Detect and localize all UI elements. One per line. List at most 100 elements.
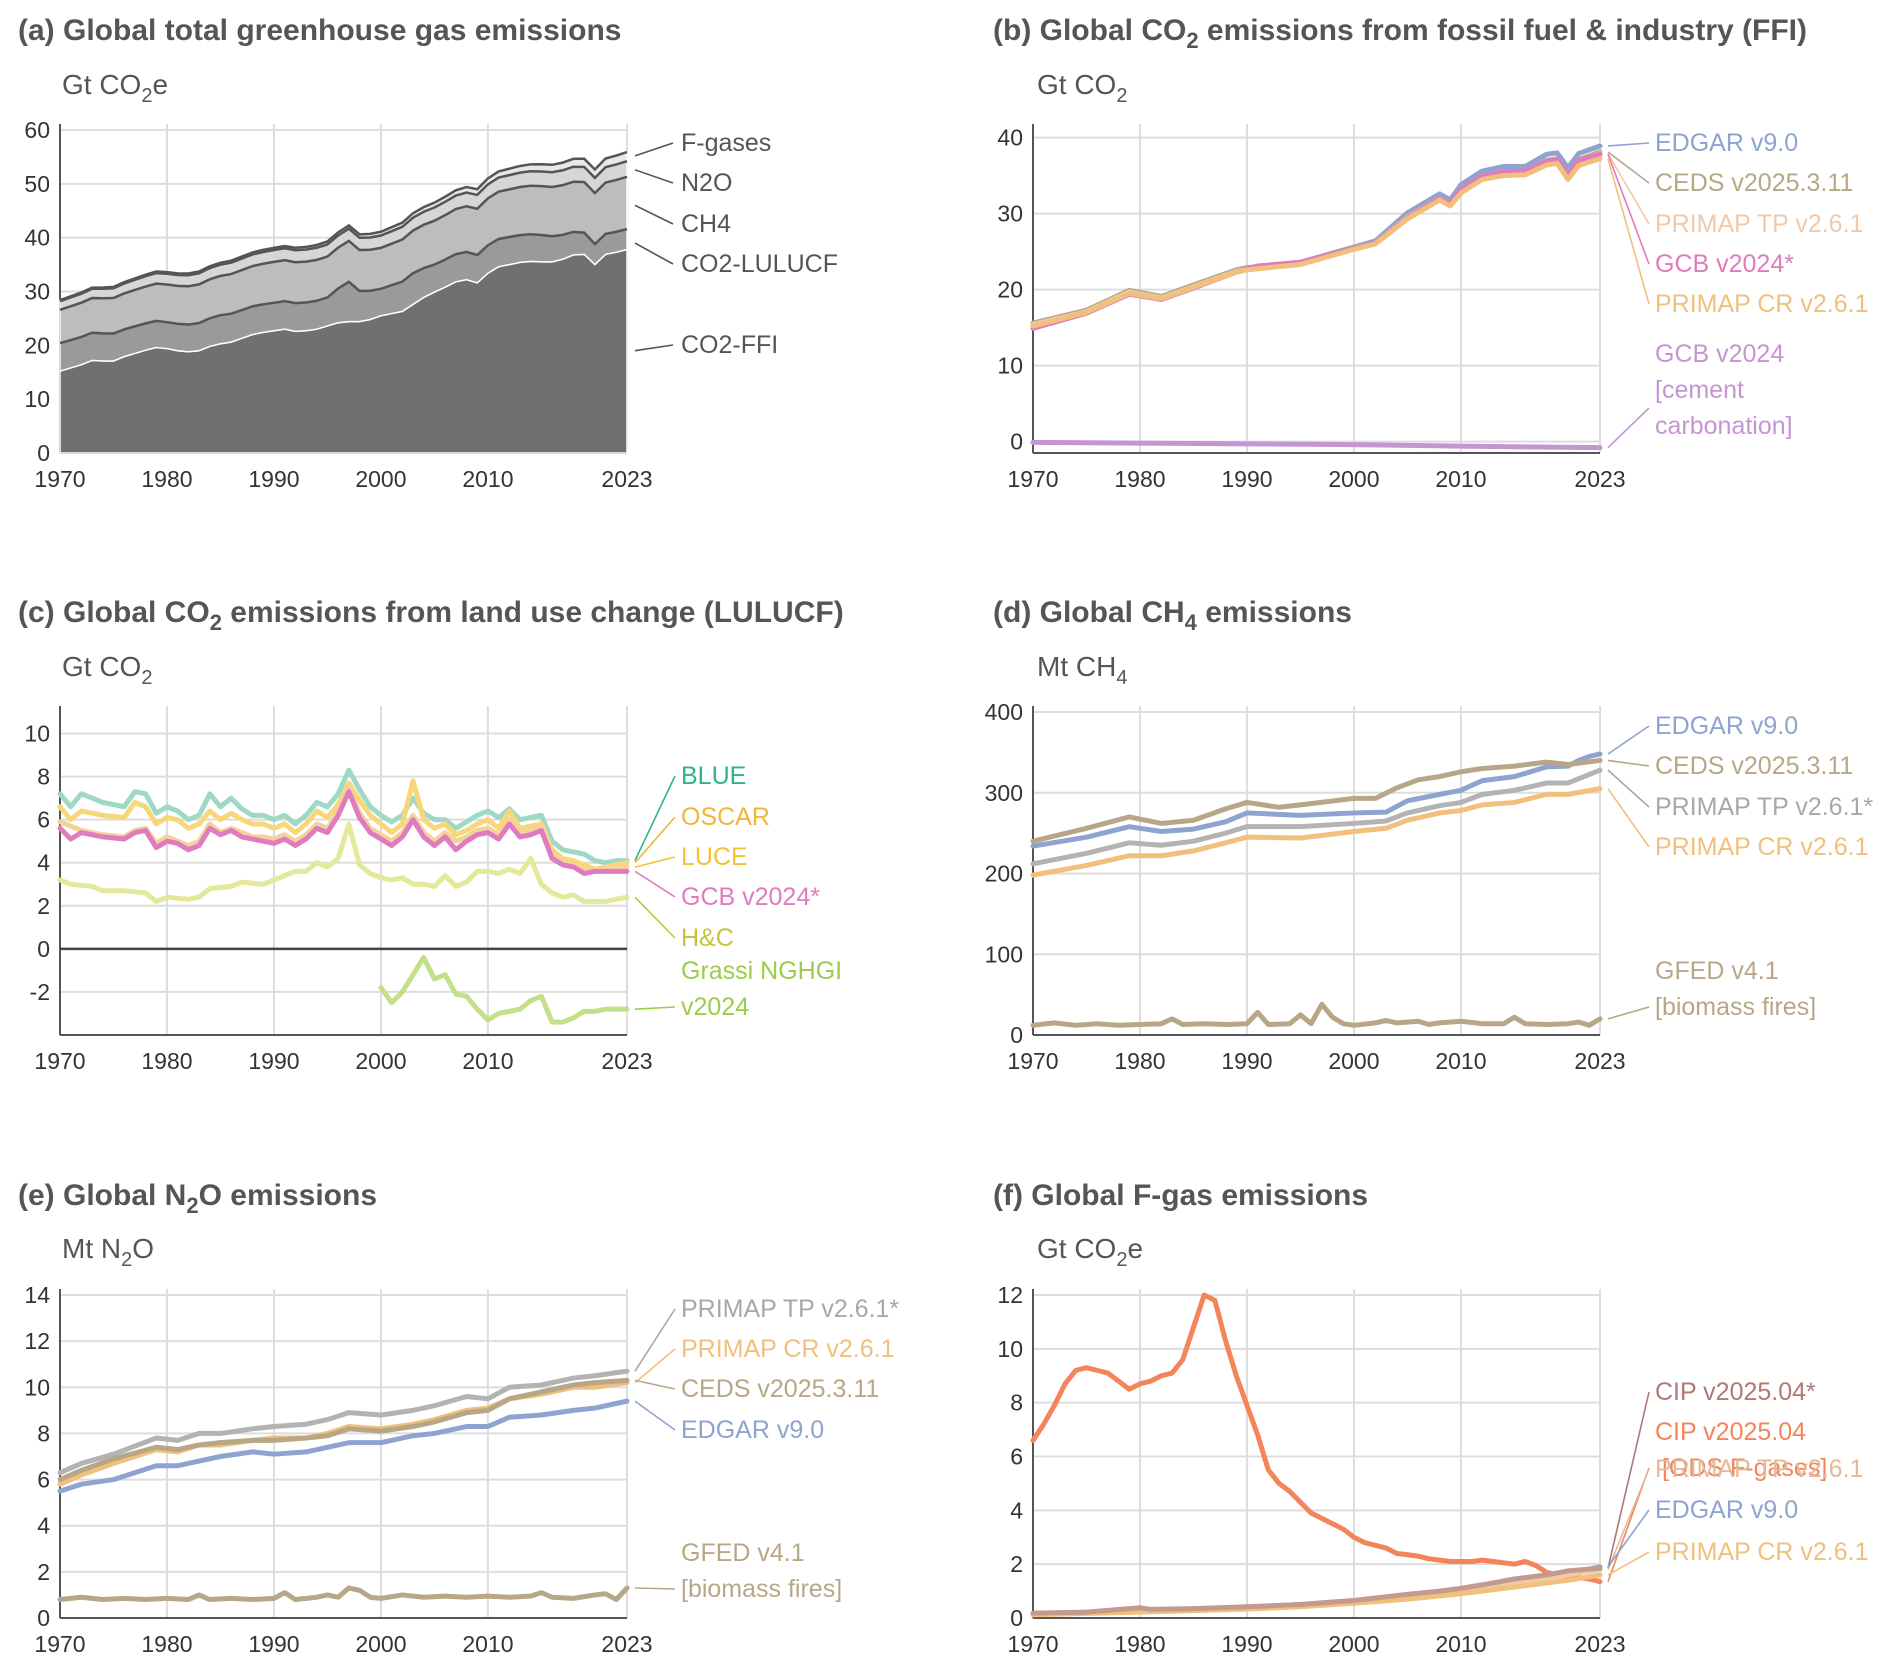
- x-tick-label: 1990: [1221, 1631, 1272, 1657]
- y-tick-label: 4: [37, 850, 50, 876]
- chart-title: (e) Global N2O emissions: [18, 1179, 377, 1218]
- series-label-edgar-v9-0: EDGAR v9.0: [1655, 712, 1798, 740]
- y-tick-label: 30: [24, 279, 50, 305]
- x-tick-label: 2000: [1328, 1048, 1379, 1074]
- series-line-cip-v2025-04: [1030, 1565, 1603, 1616]
- series-line-h-c: [57, 821, 630, 904]
- x-tick-label: 1980: [1114, 1631, 1165, 1657]
- series-label-gfed-v4-1-biomass-fires: GFED v4.1 [biomass fires]: [681, 1539, 842, 1603]
- y-tick-label: 40: [997, 125, 1023, 151]
- y-tick-label: 0: [1010, 429, 1023, 455]
- leader-line: [634, 169, 674, 184]
- y-tick-label: 10: [997, 1336, 1023, 1362]
- x-tick-label: 2023: [1574, 466, 1625, 492]
- series-label-cip-v2025-04: CIP v2025.04*: [1655, 1378, 1816, 1406]
- x-tick-label: 2010: [1435, 1631, 1486, 1657]
- gridlines: [59, 706, 628, 1035]
- series-label-primap-tp-v2-6-1: PRIMAP TP v2.6.1*: [681, 1295, 899, 1323]
- chart-title: (d) Global CH4 emissions: [993, 596, 1352, 635]
- series-label-gcb-v2024-cement-carbonation: GCB v2024 [cement carbonation]: [1655, 340, 1793, 440]
- leader-line: [634, 1400, 676, 1431]
- chart-panel-a: (a) Global total greenhouse gas emission…: [18, 14, 838, 492]
- chart-title: (f) Global F-gas emissions: [993, 1179, 1368, 1212]
- leader-line: [1607, 142, 1650, 147]
- leader-line: [634, 816, 676, 864]
- y-tick-label: 10: [24, 1374, 50, 1400]
- series-label-gfed-v4-1-biomass-fires: GFED v4.1 [biomass fires]: [1655, 957, 1816, 1021]
- series-label-edgar-v9-0: EDGAR v9.0: [681, 1416, 824, 1444]
- x-tick-label: 2000: [1328, 1631, 1379, 1657]
- unit-label: Gt CO2e: [62, 69, 168, 107]
- chart-panel-b: (b) Global CO2 emissions from fossil fue…: [993, 14, 1869, 492]
- leader-line: [1607, 153, 1650, 225]
- series-line-primap-tp-v2-6-1: [1030, 767, 1603, 867]
- series-label-f-gases: F-gases: [681, 129, 771, 157]
- series-line-gcb-v2024: [1030, 151, 1603, 331]
- x-tick-label: 2023: [601, 466, 652, 492]
- leader-line: [1607, 725, 1650, 755]
- x-tick-label: 2000: [355, 1631, 406, 1657]
- y-tick-label: 0: [37, 440, 50, 466]
- area-edge-ch4: [59, 175, 628, 311]
- leader-line: [1607, 1551, 1650, 1576]
- leader-line: [1607, 788, 1650, 848]
- unit-label: Mt N2O: [62, 1233, 154, 1271]
- x-tick-label: 2000: [355, 1048, 406, 1074]
- area-edge-co2-lulucf: [59, 227, 628, 345]
- series-line-grassi-nghgi-v2024: [378, 954, 630, 1025]
- y-tick-label: 4: [37, 1513, 50, 1539]
- series-label-primap-tp-v2-6-1: PRIMAP TP v2.6.1: [1655, 210, 1863, 238]
- leader-line: [1607, 1509, 1650, 1568]
- x-tick-label: 2023: [1574, 1631, 1625, 1657]
- y-tick-label: 2: [37, 1559, 50, 1585]
- series-line-primap-cr-v2-6-1: [1030, 156, 1603, 329]
- y-tick-label: 300: [985, 780, 1023, 806]
- leader-line: [634, 896, 676, 939]
- y-tick-label: 8: [1010, 1390, 1023, 1416]
- leader-line: [634, 775, 676, 861]
- x-tick-label: 1980: [1114, 466, 1165, 492]
- y-tick-label: 4: [1010, 1497, 1023, 1523]
- unit-label: Gt CO2: [1037, 69, 1127, 107]
- series-label-edgar-v9-0: EDGAR v9.0: [1655, 129, 1798, 157]
- x-tick-label: 2010: [462, 1631, 513, 1657]
- y-tick-label: 20: [997, 277, 1023, 303]
- x-tick-label: 2010: [1435, 1048, 1486, 1074]
- leader-line: [1607, 1006, 1650, 1020]
- y-tick-label: 0: [37, 936, 50, 962]
- leader-line: [634, 1348, 676, 1384]
- series-label-cip-v2025-04-ods-f-gases: CIP v2025.04 [ODS F-gases]: [1655, 1418, 1827, 1482]
- y-tick-label: 0: [37, 1605, 50, 1631]
- y-tick-label: 10: [24, 386, 50, 412]
- series-line-edgar-v9-0: [57, 1398, 630, 1494]
- leader-line: [1607, 759, 1650, 767]
- chart-title: (b) Global CO2 emissions from fossil fue…: [993, 14, 1807, 53]
- area-edge-n2o: [59, 160, 628, 303]
- series-label-edgar-v9-0: EDGAR v9.0: [1655, 1496, 1798, 1524]
- x-tick-label: 2023: [601, 1631, 652, 1657]
- unit-label: Gt CO2: [62, 651, 152, 689]
- x-tick-label: 1990: [248, 466, 299, 492]
- series-label-co2-ffi: CO2-FFI: [681, 331, 778, 359]
- series-line-blue: [57, 767, 630, 866]
- y-tick-label: -2: [30, 979, 50, 1005]
- leader-line: [1607, 158, 1650, 305]
- x-tick-label: 1980: [141, 466, 192, 492]
- series-label-luce: LUCE: [681, 843, 748, 871]
- unit-label: Mt CH4: [1037, 651, 1127, 689]
- y-tick-label: 50: [24, 171, 50, 197]
- y-tick-label: 10: [997, 353, 1023, 379]
- x-tick-label: 1980: [1114, 1048, 1165, 1074]
- chart-panel-f: (f) Global F-gas emissions Gt CO2e 1970 198…: [993, 1179, 1869, 1657]
- series-label-ceds-v2025-3-11: CEDS v2025.3.11: [1655, 169, 1853, 197]
- series-label-primap-tp-v2-6-1: PRIMAP TP v2.6.1: [1655, 1455, 1863, 1483]
- leader-line: [634, 344, 674, 352]
- leader-line: [634, 1587, 676, 1590]
- series-label-h-c: H&C: [681, 924, 734, 952]
- series-line-cip-v2025-04-ods-f-gases: [1030, 1292, 1603, 1585]
- x-tick-label: 1970: [1007, 466, 1058, 492]
- x-tick-label: 2000: [1328, 466, 1379, 492]
- y-tick-label: 6: [37, 1467, 50, 1493]
- series-label-ceds-v2025-3-11: CEDS v2025.3.11: [681, 1375, 879, 1403]
